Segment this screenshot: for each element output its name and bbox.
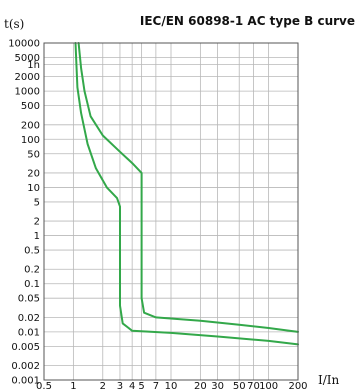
y-tick-label-18: 0.02: [18, 313, 40, 324]
y-tick-label-7: 100: [21, 135, 40, 146]
grid: [43, 42, 299, 381]
y-tick-label-22: 0.001: [11, 376, 40, 387]
y-tick-label-4: 1000: [15, 87, 40, 98]
chart-title: IEC/EN 60898-1 AC type B curve: [140, 14, 355, 28]
x-tick-label-1: 1: [70, 381, 76, 389]
x-tick-label-6: 7: [153, 381, 159, 389]
x-axis-label: I/In: [318, 373, 340, 387]
x-tick-label-2: 2: [100, 381, 106, 389]
trip-curves: [74, 42, 299, 346]
y-tick-label-17: 0.05: [18, 294, 40, 305]
y-tick-label-15: 0.2: [24, 265, 40, 276]
y-tick-label-16: 0.1: [24, 279, 40, 290]
x-tick-label-4: 4: [129, 381, 135, 389]
y-tick-label-12: 2: [34, 217, 40, 228]
x-tick-label-7: 10: [165, 381, 178, 389]
x-tick-label-5: 5: [138, 381, 144, 389]
y-tick-label-1: 5000: [15, 53, 40, 64]
y-tick-label-5: 500: [21, 101, 40, 112]
y-tick-label-13: 1: [34, 231, 40, 242]
x-tick-label-0: 0.5: [36, 381, 52, 389]
y-tick-label-10: 10: [27, 183, 40, 194]
x-tick-label-9: 30: [211, 381, 224, 389]
x-tick-label-10: 50: [233, 381, 246, 389]
y-tick-label-6: 200: [21, 120, 40, 131]
x-tick-label-3: 3: [117, 381, 123, 389]
y-tick-label-3: 2000: [15, 72, 40, 83]
y-tick-label-20: 0.005: [11, 342, 40, 353]
y-tick-label-9: 20: [27, 168, 40, 179]
y-tick-label-0: 10000: [8, 39, 40, 50]
trip-curve-2: [74, 42, 299, 346]
y-tick-label-21: 0.002: [11, 361, 40, 372]
y-axis-label: t(s): [4, 17, 24, 31]
y-tick-label-8: 50: [27, 149, 40, 160]
x-tick-label-11: 70: [247, 381, 260, 389]
plot-frame: [43, 42, 299, 381]
y-tick-label-11: 5: [34, 197, 40, 208]
y-tick-label-14: 0.5: [24, 246, 40, 257]
y-tick-label-2: 1h: [27, 60, 40, 71]
x-tick-label-13: 200: [288, 381, 307, 389]
y-tick-label-19: 0.01: [18, 327, 40, 338]
x-tick-labels: 0.5 1 2 3 4 5 7 10 20 30 50 70 100 200: [36, 381, 308, 389]
trip-curve-1: [77, 42, 299, 333]
x-tick-label-8: 20: [194, 381, 207, 389]
x-tick-label-12: 100: [259, 381, 278, 389]
